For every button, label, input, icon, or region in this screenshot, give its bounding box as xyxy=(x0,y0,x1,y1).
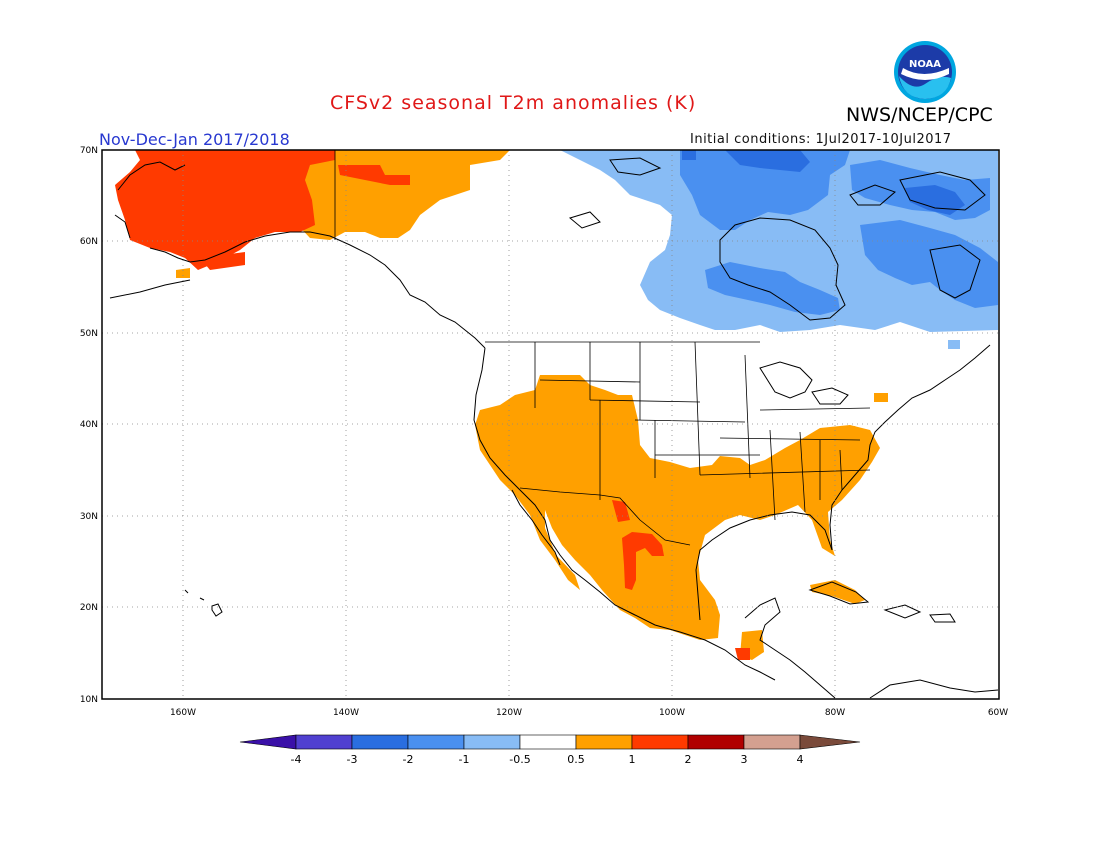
colorbar: -4 -3 -2 -1 -0.5 0.5 1 2 3 4 xyxy=(239,734,861,766)
latitude-axis: 70N 60N 50N 40N 30N 20N 10N xyxy=(80,146,98,705)
colorbar-tick: -1 xyxy=(459,753,470,766)
lat-label: 50N xyxy=(80,329,98,339)
colorbar-cell xyxy=(743,734,801,750)
strong-cool-anomaly-regions xyxy=(682,150,965,215)
colorbar-right-arrow xyxy=(799,734,861,750)
lat-label: 70N xyxy=(80,146,98,156)
anomaly-fields xyxy=(102,150,999,699)
colorbar-cell xyxy=(351,734,409,750)
colorbar-left-arrow xyxy=(239,734,297,750)
warm-anomaly-regions xyxy=(176,150,888,660)
lon-label: 60W xyxy=(988,708,1008,718)
lat-label: 40N xyxy=(80,420,98,430)
lat-label: 60N xyxy=(80,237,98,247)
colorbar-tick: -0.5 xyxy=(509,753,530,766)
lon-label: 140W xyxy=(333,708,359,718)
coastlines xyxy=(109,157,999,699)
colorbar-tick: 3 xyxy=(741,753,748,766)
initial-conditions-label: Initial conditions: 1Jul2017-10Jul2017 xyxy=(690,132,952,147)
colorbar-cell xyxy=(407,734,465,750)
colorbar-tick: 2 xyxy=(685,753,692,766)
longitude-axis: 160W 140W 120W 100W 80W 60W xyxy=(170,708,1008,718)
plot-frame xyxy=(101,149,1000,700)
colorbar-tick: 4 xyxy=(797,753,804,766)
colorbar-tick: 0.5 xyxy=(567,753,585,766)
colorbar-cell xyxy=(631,734,689,750)
colorbar-cell xyxy=(295,734,353,750)
lon-label: 100W xyxy=(659,708,685,718)
political-borders xyxy=(334,150,871,546)
strong-warm-anomaly-regions xyxy=(115,150,750,660)
colorbar-cell xyxy=(463,734,521,750)
colorbar-cell xyxy=(575,734,633,750)
logo-text: NOAA xyxy=(909,59,941,70)
colorbar-cell xyxy=(687,734,745,750)
lat-label: 10N xyxy=(80,695,98,705)
season-label: Nov-Dec-Jan 2017/2018 xyxy=(99,130,290,149)
colorbar-tick: 1 xyxy=(629,753,636,766)
map-title: CFSv2 seasonal T2m anomalies (K) xyxy=(330,92,697,114)
lat-label: 20N xyxy=(80,603,98,613)
lon-label: 120W xyxy=(496,708,522,718)
lon-label: 80W xyxy=(825,708,845,718)
noaa-logo-icon: NOAA xyxy=(894,41,956,103)
lat-label: 30N xyxy=(80,512,98,522)
colorbar-tick: -4 xyxy=(291,753,302,766)
colorbar-cell xyxy=(519,734,577,750)
lon-label: 160W xyxy=(170,708,196,718)
colorbar-tick: -2 xyxy=(403,753,414,766)
agency-label: NWS/NCEP/CPC xyxy=(846,104,993,126)
colorbar-tick: -3 xyxy=(347,753,358,766)
